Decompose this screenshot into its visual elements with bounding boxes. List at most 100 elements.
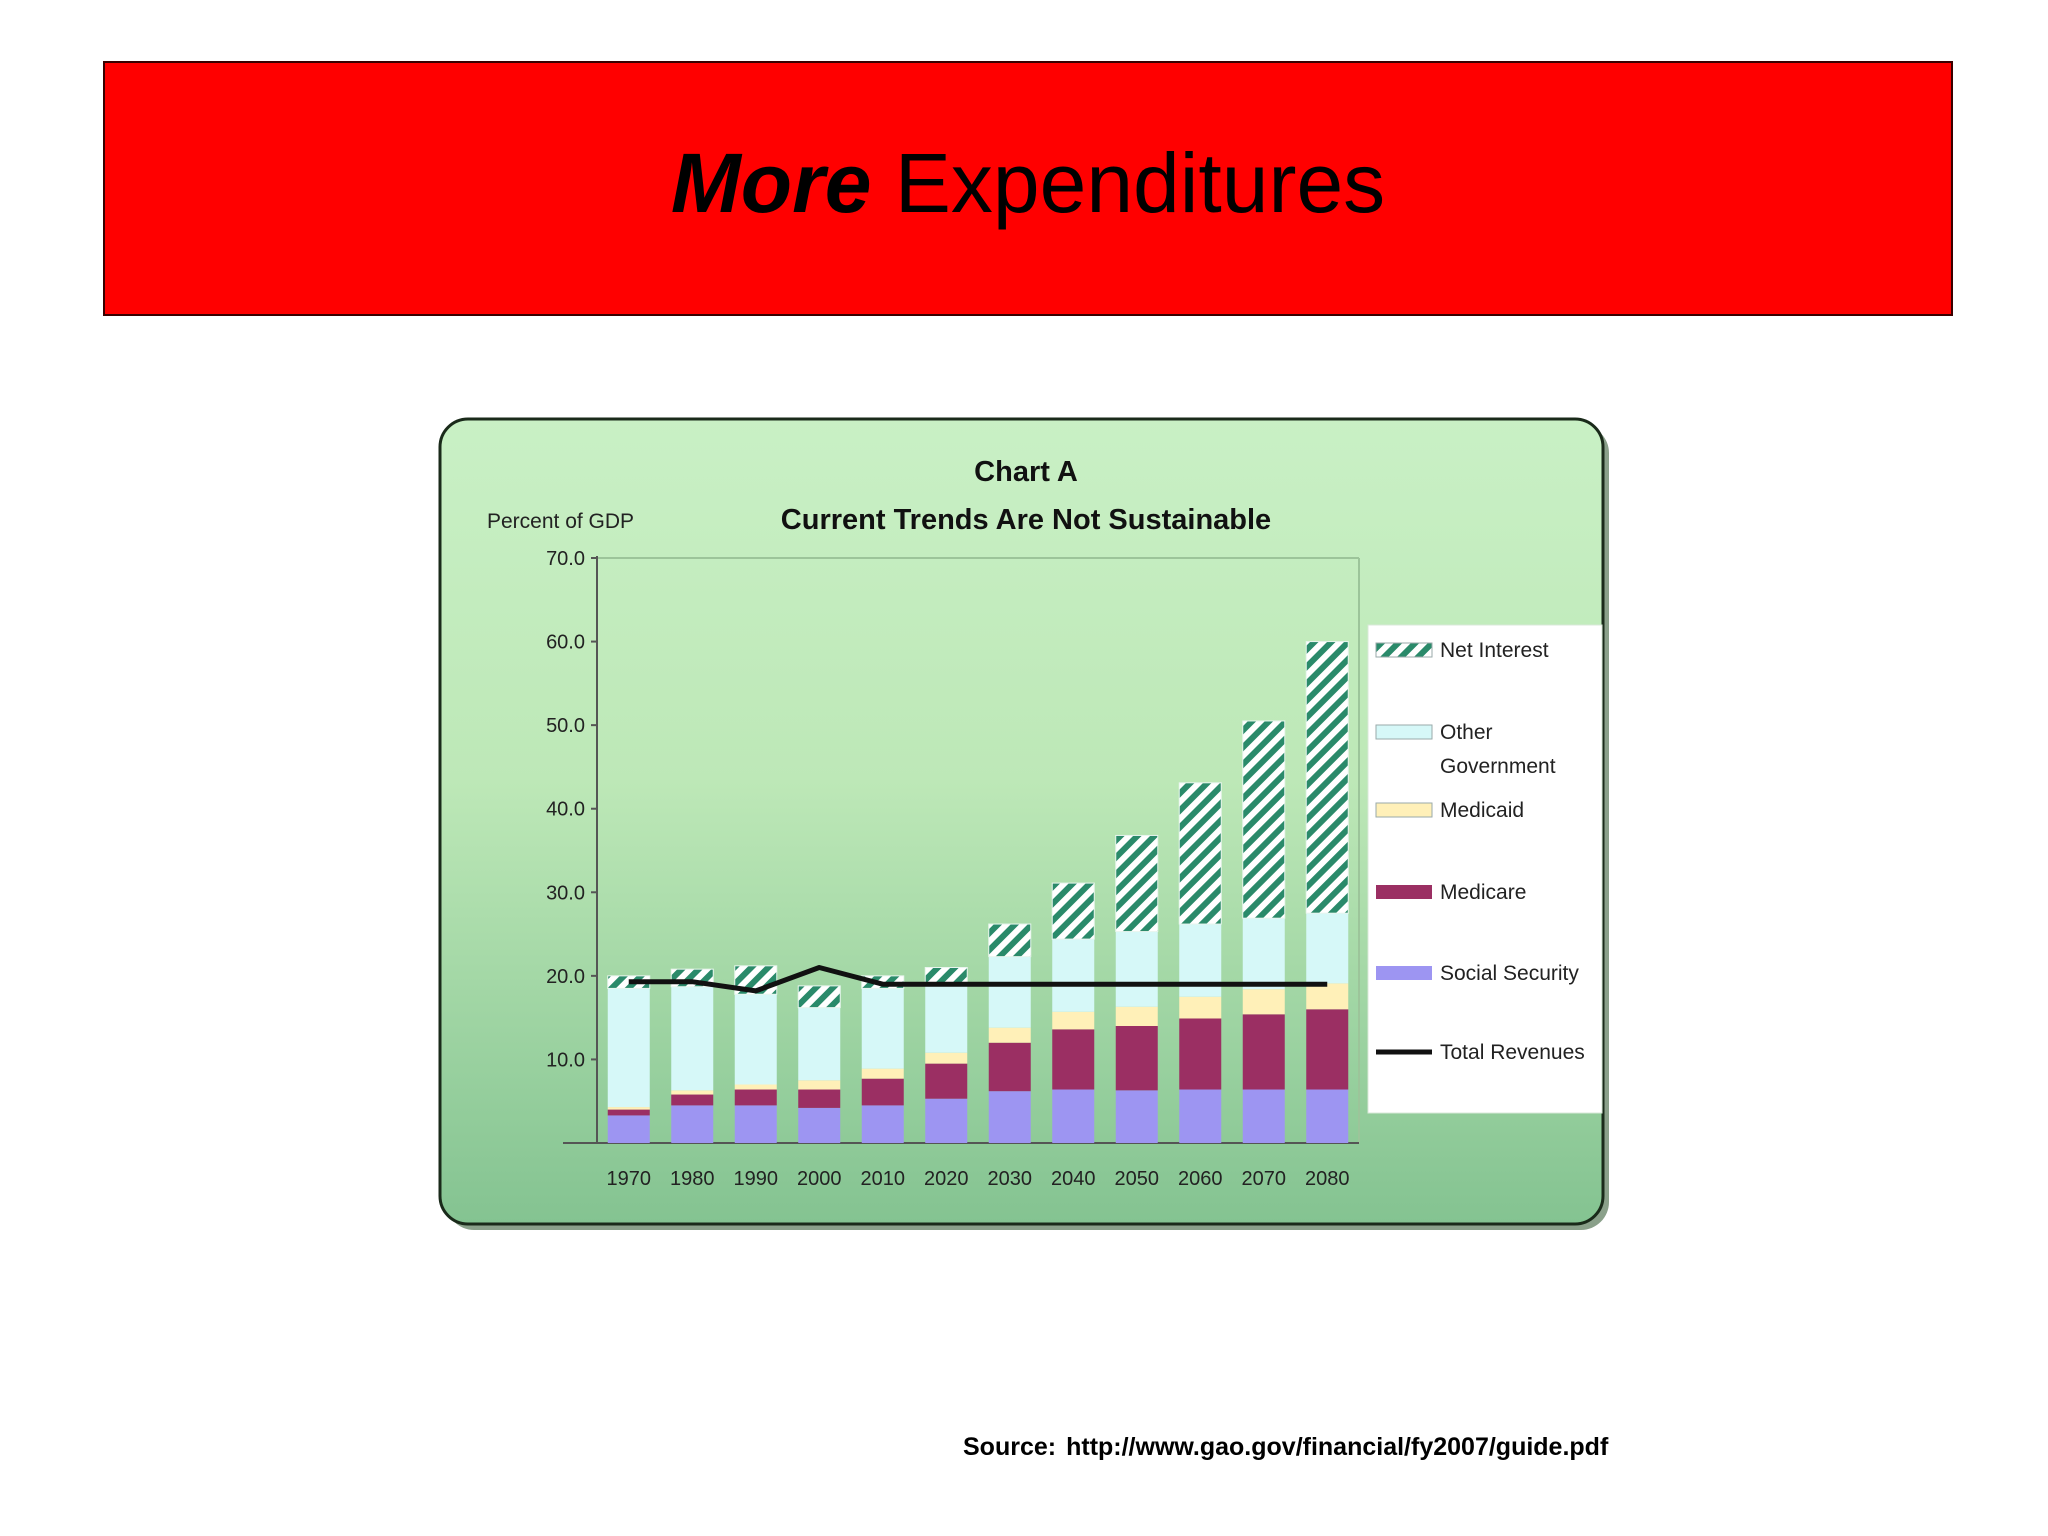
x-tick-label-2070: 2070 (1242, 1168, 1287, 1190)
bar-social-security-1990 (734, 1105, 777, 1143)
bar-medicaid-2030 (988, 1027, 1031, 1043)
bar-other-government-2070 (1242, 918, 1285, 990)
bar-social-security-2060 (1179, 1089, 1222, 1143)
x-tick-label-2080: 2080 (1305, 1168, 1350, 1190)
x-tick-label-2050: 2050 (1115, 1168, 1160, 1190)
bar-net-interest-2040 (1051, 882, 1095, 940)
legend-label-medicaid: Medicaid (1440, 799, 1524, 822)
x-tick-label-1990: 1990 (734, 1168, 779, 1190)
bar-other-government-2030 (988, 956, 1031, 1028)
legend-label-medicare: Medicare (1440, 881, 1526, 904)
x-tick-label-2060: 2060 (1178, 1168, 1223, 1190)
total-revenues-line (628, 965, 1328, 994)
chart-title: Chart A (974, 456, 1078, 488)
legend-swatch-other-government (1375, 724, 1433, 740)
bar-social-security-2020 (925, 1098, 968, 1143)
x-tick-label-1970: 1970 (607, 1168, 652, 1190)
y-tick-label: 30.0 (546, 882, 585, 904)
bar-net-interest-2050 (1115, 834, 1159, 933)
y-tick-label: 50.0 (546, 715, 585, 737)
bar-medicare-2030 (988, 1042, 1031, 1092)
bar-other-government-2020 (925, 984, 968, 1053)
slide-title-emphasis: More (670, 136, 872, 230)
y-axis-label: Percent of GDP (487, 510, 634, 533)
source-url[interactable]: http://www.gao.gov/financial/fy2007/guid… (1066, 1433, 1609, 1461)
y-tick-label: 70.0 (546, 548, 585, 570)
bar-other-government-1970 (607, 988, 650, 1108)
bar-medicare-2040 (1052, 1029, 1095, 1090)
legend-label-other-government: Government (1440, 755, 1556, 778)
chart-svg: Chart A Current Trends Are Not Sustainab… (438, 417, 1609, 1230)
bar-net-interest-2060 (1178, 782, 1222, 925)
x-tick-label-2010: 2010 (861, 1168, 906, 1190)
bar-medicare-2060 (1179, 1018, 1222, 1090)
bar-social-security-2030 (988, 1091, 1031, 1143)
legend-label-other-government: Other (1440, 721, 1493, 744)
bar-medicaid-2000 (798, 1080, 841, 1090)
legend-label-social-security: Social Security (1440, 962, 1579, 985)
bar-medicare-2000 (798, 1089, 841, 1108)
y-tick-label: 40.0 (546, 799, 585, 821)
y-tick-label: 10.0 (546, 1049, 585, 1071)
bar-medicaid-2010 (861, 1068, 904, 1079)
bar-other-government-2040 (1052, 939, 1095, 1012)
bar-medicare-1990 (734, 1089, 777, 1106)
bar-net-interest-2080 (1305, 641, 1349, 914)
bar-net-interest-2000 (797, 985, 841, 1009)
bar-net-interest-2070 (1242, 720, 1286, 919)
bar-other-government-1980 (671, 986, 714, 1091)
chart-subtitle: Current Trends Are Not Sustainable (781, 504, 1271, 536)
legend-label-total-revenues: Total Revenues (1440, 1041, 1585, 1064)
slide-title: More Expenditures (671, 135, 1385, 232)
bar-medicare-2050 (1115, 1026, 1158, 1091)
y-tick-label: 60.0 (546, 632, 585, 654)
bar-medicaid-2020 (925, 1052, 968, 1064)
bar-social-security-2040 (1052, 1089, 1095, 1143)
bar-medicaid-2060 (1179, 996, 1222, 1019)
bar-social-security-2050 (1115, 1090, 1158, 1143)
bar-social-security-2000 (798, 1107, 841, 1143)
bar-medicare-2080 (1306, 1009, 1349, 1090)
bar-net-interest-2030 (988, 923, 1032, 958)
bar-medicaid-1980 (671, 1090, 714, 1095)
bar-social-security-1970 (607, 1115, 650, 1143)
slide-title-rest: Expenditures (894, 136, 1386, 230)
chart-panel: Chart A Current Trends Are Not Sustainab… (434, 415, 1624, 1240)
x-tick-label-1980: 1980 (670, 1168, 715, 1190)
bar-medicaid-2070 (1242, 989, 1285, 1015)
bar-social-security-2080 (1306, 1089, 1349, 1143)
bar-medicare-2070 (1242, 1014, 1285, 1090)
legend-swatch-medicare (1376, 885, 1432, 899)
x-tick-label-2000: 2000 (797, 1168, 842, 1190)
bar-other-government-2010 (861, 988, 904, 1069)
bar-social-security-2010 (861, 1105, 904, 1143)
bar-medicaid-2040 (1052, 1011, 1095, 1030)
bar-social-security-2070 (1242, 1089, 1285, 1143)
source-label: Source: (963, 1433, 1057, 1461)
bar-medicaid-2050 (1115, 1006, 1158, 1026)
y-tick-label: 20.0 (546, 966, 585, 988)
bar-other-government-2000 (798, 1007, 841, 1081)
x-tick-label-2030: 2030 (988, 1168, 1033, 1190)
legend-swatch-social-security (1376, 966, 1432, 980)
legend-swatch-net-interest (1375, 642, 1433, 658)
bar-medicare-2010 (861, 1078, 904, 1106)
legend-label-net-interest: Net Interest (1440, 639, 1549, 662)
plot-area: 70.0 60.0 50.0 40.0 30.0 20.0 10.0 1970 1980 1990… (546, 548, 1360, 1190)
bar-medicare-1980 (671, 1094, 714, 1106)
bar-medicare-1970 (607, 1109, 650, 1116)
bar-other-government-2080 (1306, 913, 1349, 984)
bar-other-government-1990 (734, 994, 777, 1085)
bar-net-interest-2020 (924, 967, 968, 985)
bar-medicare-2020 (925, 1063, 968, 1099)
bar-medicaid-1970 (607, 1107, 650, 1110)
bar-other-government-2050 (1115, 931, 1158, 1007)
legend-box (1367, 624, 1603, 1114)
source-citation: Source: http://www.gao.gov/financial/fy20… (963, 1433, 1608, 1462)
x-tick-label-2020: 2020 (924, 1168, 969, 1190)
bar-social-security-1980 (671, 1105, 714, 1143)
title-banner: More Expenditures (103, 61, 1953, 316)
chart-legend: Net Interest Other Government Medicaid Medic… (1367, 624, 1603, 1114)
bar-medicaid-2080 (1306, 983, 1349, 1010)
legend-swatch-medicaid (1375, 802, 1433, 818)
